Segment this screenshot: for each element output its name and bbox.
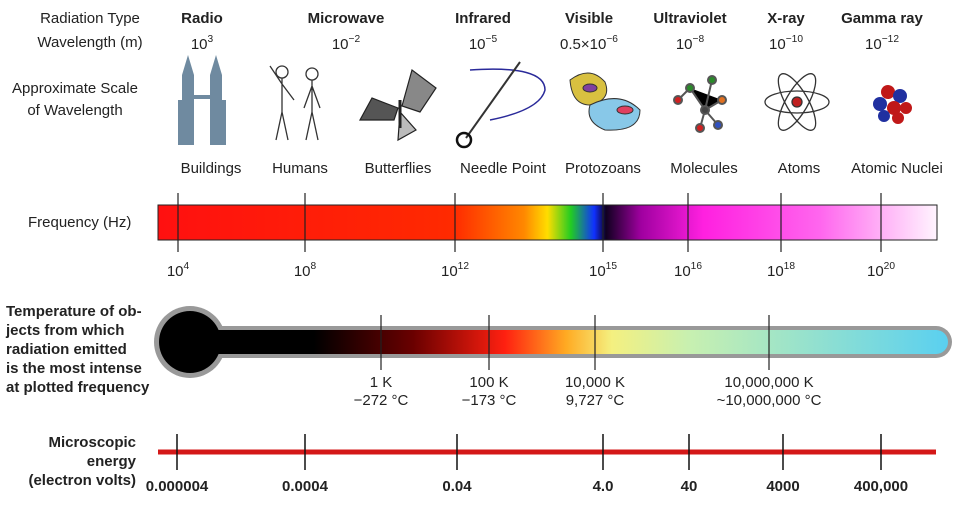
scale-example: Protozoans: [565, 160, 641, 177]
temperature-celsius: 9,727 °C: [566, 392, 625, 409]
energy-label: (electron volts): [28, 472, 136, 489]
frequency-tick-label: 1020: [867, 261, 895, 280]
wavelength-exp: 3: [208, 34, 214, 45]
frequency-tick-label-exp: 8: [311, 261, 317, 272]
scale-example: Needle Point: [460, 160, 547, 177]
frequency-bar: [157, 204, 938, 241]
frequency-tick-label-base: 10: [294, 263, 311, 280]
icon-protozoans: [569, 72, 641, 131]
temperature-label: at plotted frequency: [6, 379, 150, 396]
temperature-kelvin: 100 K: [469, 374, 508, 391]
icon-atom: [764, 73, 830, 131]
energy-tick-label: 0.04: [442, 478, 472, 495]
frequency-tick-label-exp: 12: [458, 261, 470, 272]
energy-label: Microscopic: [48, 434, 136, 451]
wavelength: 10−8: [676, 34, 705, 53]
radiation-type: Radio: [181, 10, 223, 27]
icon-butterfly: [358, 68, 437, 142]
icon-nucleus: [873, 85, 912, 124]
frequency-tick-label-exp: 18: [784, 261, 796, 272]
frequency-tick-label-exp: 16: [691, 261, 703, 272]
energy-tick-label: 4000: [766, 478, 799, 495]
frequency-tick-label: 1012: [441, 261, 469, 280]
energy-tick-label: 0.0004: [282, 478, 329, 495]
scale-example: Buildings: [181, 160, 242, 177]
wavelength: 10−2: [332, 34, 361, 53]
frequency-tick-label-exp: 15: [606, 261, 618, 272]
wavelength-base: 10: [769, 36, 786, 53]
energy-tick-label: 4.0: [593, 478, 614, 495]
scale-example: Humans: [272, 160, 328, 177]
temperature-label: radiation emitted: [6, 341, 127, 358]
scale-example: Atomic Nuclei: [851, 160, 943, 177]
icon-buildings: [178, 55, 226, 145]
temperature-kelvin: 10,000 K: [565, 374, 625, 391]
radiation-type: X-ray: [767, 10, 805, 27]
wavelength: 103: [191, 34, 214, 53]
wavelength-base: 10: [191, 36, 208, 53]
frequency-tick-label-exp: 20: [884, 261, 896, 272]
frequency-tick-label: 108: [294, 261, 317, 280]
wavelength-exp: −6: [606, 34, 618, 45]
frequency-tick-label: 1016: [674, 261, 702, 280]
frequency-tick-label-base: 10: [441, 263, 458, 280]
energy-tick-label: 0.000004: [146, 478, 209, 495]
frequency-tick-label-base: 10: [767, 263, 784, 280]
frequency-tick-label-base: 10: [674, 263, 691, 280]
wavelength: 0.5×10−6: [560, 34, 618, 53]
frequency-tick-label-base: 10: [867, 263, 884, 280]
wavelength-exp: −8: [693, 34, 705, 45]
frequency-tick-label-exp: 4: [184, 261, 190, 272]
scale-example: Atoms: [778, 160, 821, 177]
thermometer: [154, 306, 952, 378]
temperature-label: Temperature of ob-: [6, 303, 142, 320]
frequency-tick-label: 1018: [767, 261, 795, 280]
frequency-tick-label-base: 10: [167, 263, 184, 280]
temperature-label: is the most intense: [6, 360, 142, 377]
temperature-kelvin: 10,000,000 K: [724, 374, 813, 391]
energy-tick-label: 400,000: [854, 478, 908, 495]
energy-label: energy: [87, 453, 137, 470]
temperature-kelvin: 1 K: [370, 374, 393, 391]
radiation-type: Visible: [565, 10, 613, 27]
wavelength-exp: −5: [486, 34, 498, 45]
icon-needle: [455, 61, 546, 149]
wavelength-exp: −12: [882, 34, 900, 45]
wavelength: 10−5: [469, 34, 498, 53]
temperature-label: jects from which: [5, 322, 124, 339]
scale-label: Approximate Scale: [12, 80, 138, 97]
wavelength: 10−12: [865, 34, 899, 53]
radiation-type: Ultraviolet: [653, 10, 726, 27]
frequency-label: Frequency (Hz): [28, 214, 131, 231]
temperature-celsius: ~10,000,000 °C: [717, 392, 822, 409]
scale-example: Molecules: [670, 160, 738, 177]
wavelength-base: 10: [676, 36, 693, 53]
icon-molecule: [673, 75, 727, 133]
radiation-type-label: Radiation Type: [40, 10, 140, 27]
wavelength-base: 0.5×10: [560, 36, 606, 53]
wavelength-label: Wavelength (m): [37, 34, 142, 51]
wavelength-base: 10: [469, 36, 486, 53]
radiation-type: Microwave: [308, 10, 385, 27]
icon-humans: [269, 65, 321, 141]
temperature-celsius: −272 °C: [354, 392, 409, 409]
wavelength-base: 10: [332, 36, 349, 53]
scale-example: Butterflies: [365, 160, 432, 177]
wavelength-exp: −10: [786, 34, 804, 45]
wavelength-exp: −2: [349, 34, 361, 45]
wavelength: 10−10: [769, 34, 803, 53]
frequency-tick-label: 104: [167, 261, 190, 280]
frequency-tick-label-base: 10: [589, 263, 606, 280]
frequency-tick-label: 1015: [589, 261, 617, 280]
energy-tick-label: 40: [681, 478, 698, 495]
wavelength-base: 10: [865, 36, 882, 53]
radiation-type: Infrared: [455, 10, 511, 27]
radiation-type: Gamma ray: [841, 10, 923, 27]
temperature-celsius: −173 °C: [462, 392, 517, 409]
scale-label: of Wavelength: [27, 102, 122, 119]
